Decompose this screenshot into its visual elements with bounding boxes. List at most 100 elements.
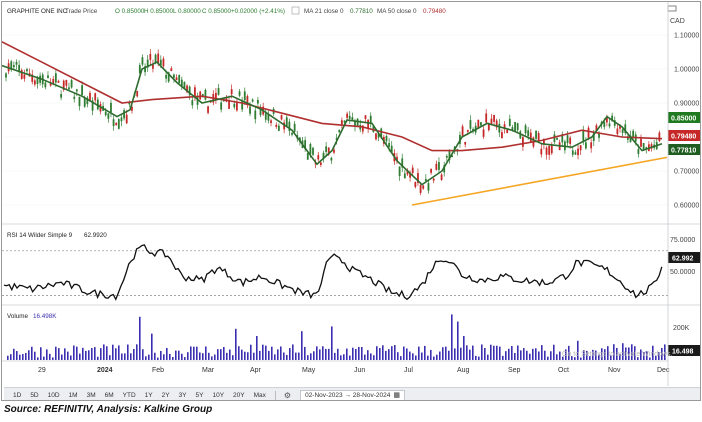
- range-1d-button[interactable]: 1D: [13, 392, 22, 399]
- candle-body: [293, 123, 296, 132]
- x-label-may: May: [302, 367, 316, 374]
- candle-body: [338, 130, 341, 133]
- price-gridlines: [2, 34, 668, 206]
- candle-body: [629, 135, 632, 143]
- candle-body: [62, 80, 65, 90]
- range-2y-button[interactable]: 2Y: [161, 392, 170, 399]
- candle-body: [514, 122, 516, 132]
- calendar-icon[interactable]: ▦: [393, 391, 400, 399]
- volume-bar: [265, 345, 267, 360]
- candle-body: [477, 119, 480, 129]
- time-axis[interactable]: 29 2024 Feb Mar Apr May Jun Jul Aug Sep …: [2, 360, 670, 374]
- volume-bar: [271, 346, 273, 360]
- volume-bar: [589, 356, 591, 360]
- rsi-tick-50: 50.0000: [670, 269, 695, 276]
- candle-body: [44, 82, 47, 88]
- candle-body: [186, 85, 188, 93]
- volume-bar: [364, 354, 366, 360]
- candle-body: [207, 106, 209, 113]
- windows-watermark: Go to Settings to activate Windows.: [562, 351, 673, 358]
- candle-body: [152, 64, 154, 69]
- range-max-button[interactable]: Max: [253, 392, 266, 399]
- range-ytd-button[interactable]: YTD: [122, 392, 136, 399]
- legend-toggle-icon[interactable]: [291, 6, 300, 15]
- range-6m-button[interactable]: 6M: [104, 392, 114, 399]
- range-1y-button[interactable]: 1Y: [144, 392, 153, 399]
- candle-body: [640, 138, 642, 147]
- range-5d-button[interactable]: 5D: [30, 392, 39, 399]
- volume-bar: [112, 344, 114, 360]
- range-3m-button[interactable]: 3M: [86, 392, 96, 399]
- volume-tick-200k: 200K: [673, 325, 690, 332]
- volume-bar: [556, 354, 558, 360]
- volume-bar: [475, 355, 477, 360]
- volume-bar: [193, 346, 195, 360]
- settings-icon[interactable]: ⚙: [283, 391, 292, 400]
- volume-bar: [46, 349, 48, 360]
- change-value: +0.02000 (+2.41%): [231, 8, 285, 15]
- volume-bar: [523, 348, 525, 360]
- candle-body: [464, 141, 467, 145]
- volume-bar: [145, 356, 147, 360]
- candle-body: [173, 74, 175, 78]
- range-5y-button[interactable]: 5Y: [195, 392, 204, 399]
- volume-bar: [343, 354, 345, 360]
- volume-bar: [268, 350, 270, 360]
- candle-body: [645, 147, 648, 150]
- candle-body: [138, 65, 141, 74]
- x-label-feb: Feb: [152, 367, 164, 374]
- volume-bar: [607, 346, 609, 360]
- volume-bar: [277, 349, 279, 360]
- volume-bar: [73, 345, 75, 360]
- date-range-text: 02-Nov-2023 → 28-Nov-2024: [305, 391, 391, 399]
- volume-bar: [235, 328, 237, 360]
- volume-bar: [640, 349, 642, 360]
- volume-bar: [172, 357, 174, 360]
- candle-body: [233, 103, 236, 108]
- chart-canvas[interactable]: GRAPHITE ONE INC Trade Price O 0.85000 H…: [2, 2, 701, 386]
- range-10d-button[interactable]: 10D: [47, 392, 60, 399]
- volume-bar: [205, 346, 207, 360]
- candle-body: [422, 185, 425, 189]
- candle-body: [577, 148, 579, 156]
- volume-bar: [313, 351, 315, 360]
- rsi-tag-text: 62.992: [672, 256, 694, 263]
- candle-body: [435, 163, 438, 170]
- volume-bar: [298, 352, 300, 360]
- volume-bar: [229, 349, 231, 360]
- range-1m-button[interactable]: 1M: [68, 392, 78, 399]
- volume-bar: [301, 331, 303, 360]
- volume-bar: [430, 349, 432, 360]
- range-10y-button[interactable]: 10Y: [212, 392, 225, 399]
- range-20y-button[interactable]: 20Y: [233, 392, 245, 399]
- volume-bar: [469, 349, 471, 360]
- candle-body: [73, 96, 76, 99]
- volume-bar: [514, 353, 516, 360]
- candle-body: [632, 130, 635, 138]
- date-range-field[interactable]: 02-Nov-2023 → 28-Nov-2024 ▦: [300, 390, 405, 400]
- volume-bar: [184, 357, 186, 360]
- candle-body: [298, 137, 301, 142]
- volume-bar: [295, 352, 297, 360]
- candle-body: [249, 106, 251, 114]
- volume-bar: [283, 352, 285, 360]
- volume-bar: [484, 348, 486, 360]
- volume-bar: [541, 345, 543, 360]
- candle-body: [86, 97, 89, 105]
- candle-body: [569, 137, 572, 144]
- candle-body: [330, 157, 333, 161]
- volume-bar: [361, 347, 363, 360]
- volume-bar: [310, 353, 312, 360]
- range-3y-button[interactable]: 3Y: [178, 392, 187, 399]
- volume-bar: [211, 356, 213, 360]
- volume-bars: [7, 314, 666, 360]
- candle-body: [12, 65, 15, 68]
- candle-body: [424, 178, 427, 181]
- volume-bar: [115, 348, 117, 360]
- candle-body: [96, 99, 99, 110]
- volume-bar: [382, 345, 384, 360]
- volume-bar: [247, 352, 249, 360]
- volume-bar: [562, 356, 564, 360]
- candle-body: [487, 123, 490, 131]
- minimize-icon[interactable]: [667, 5, 677, 12]
